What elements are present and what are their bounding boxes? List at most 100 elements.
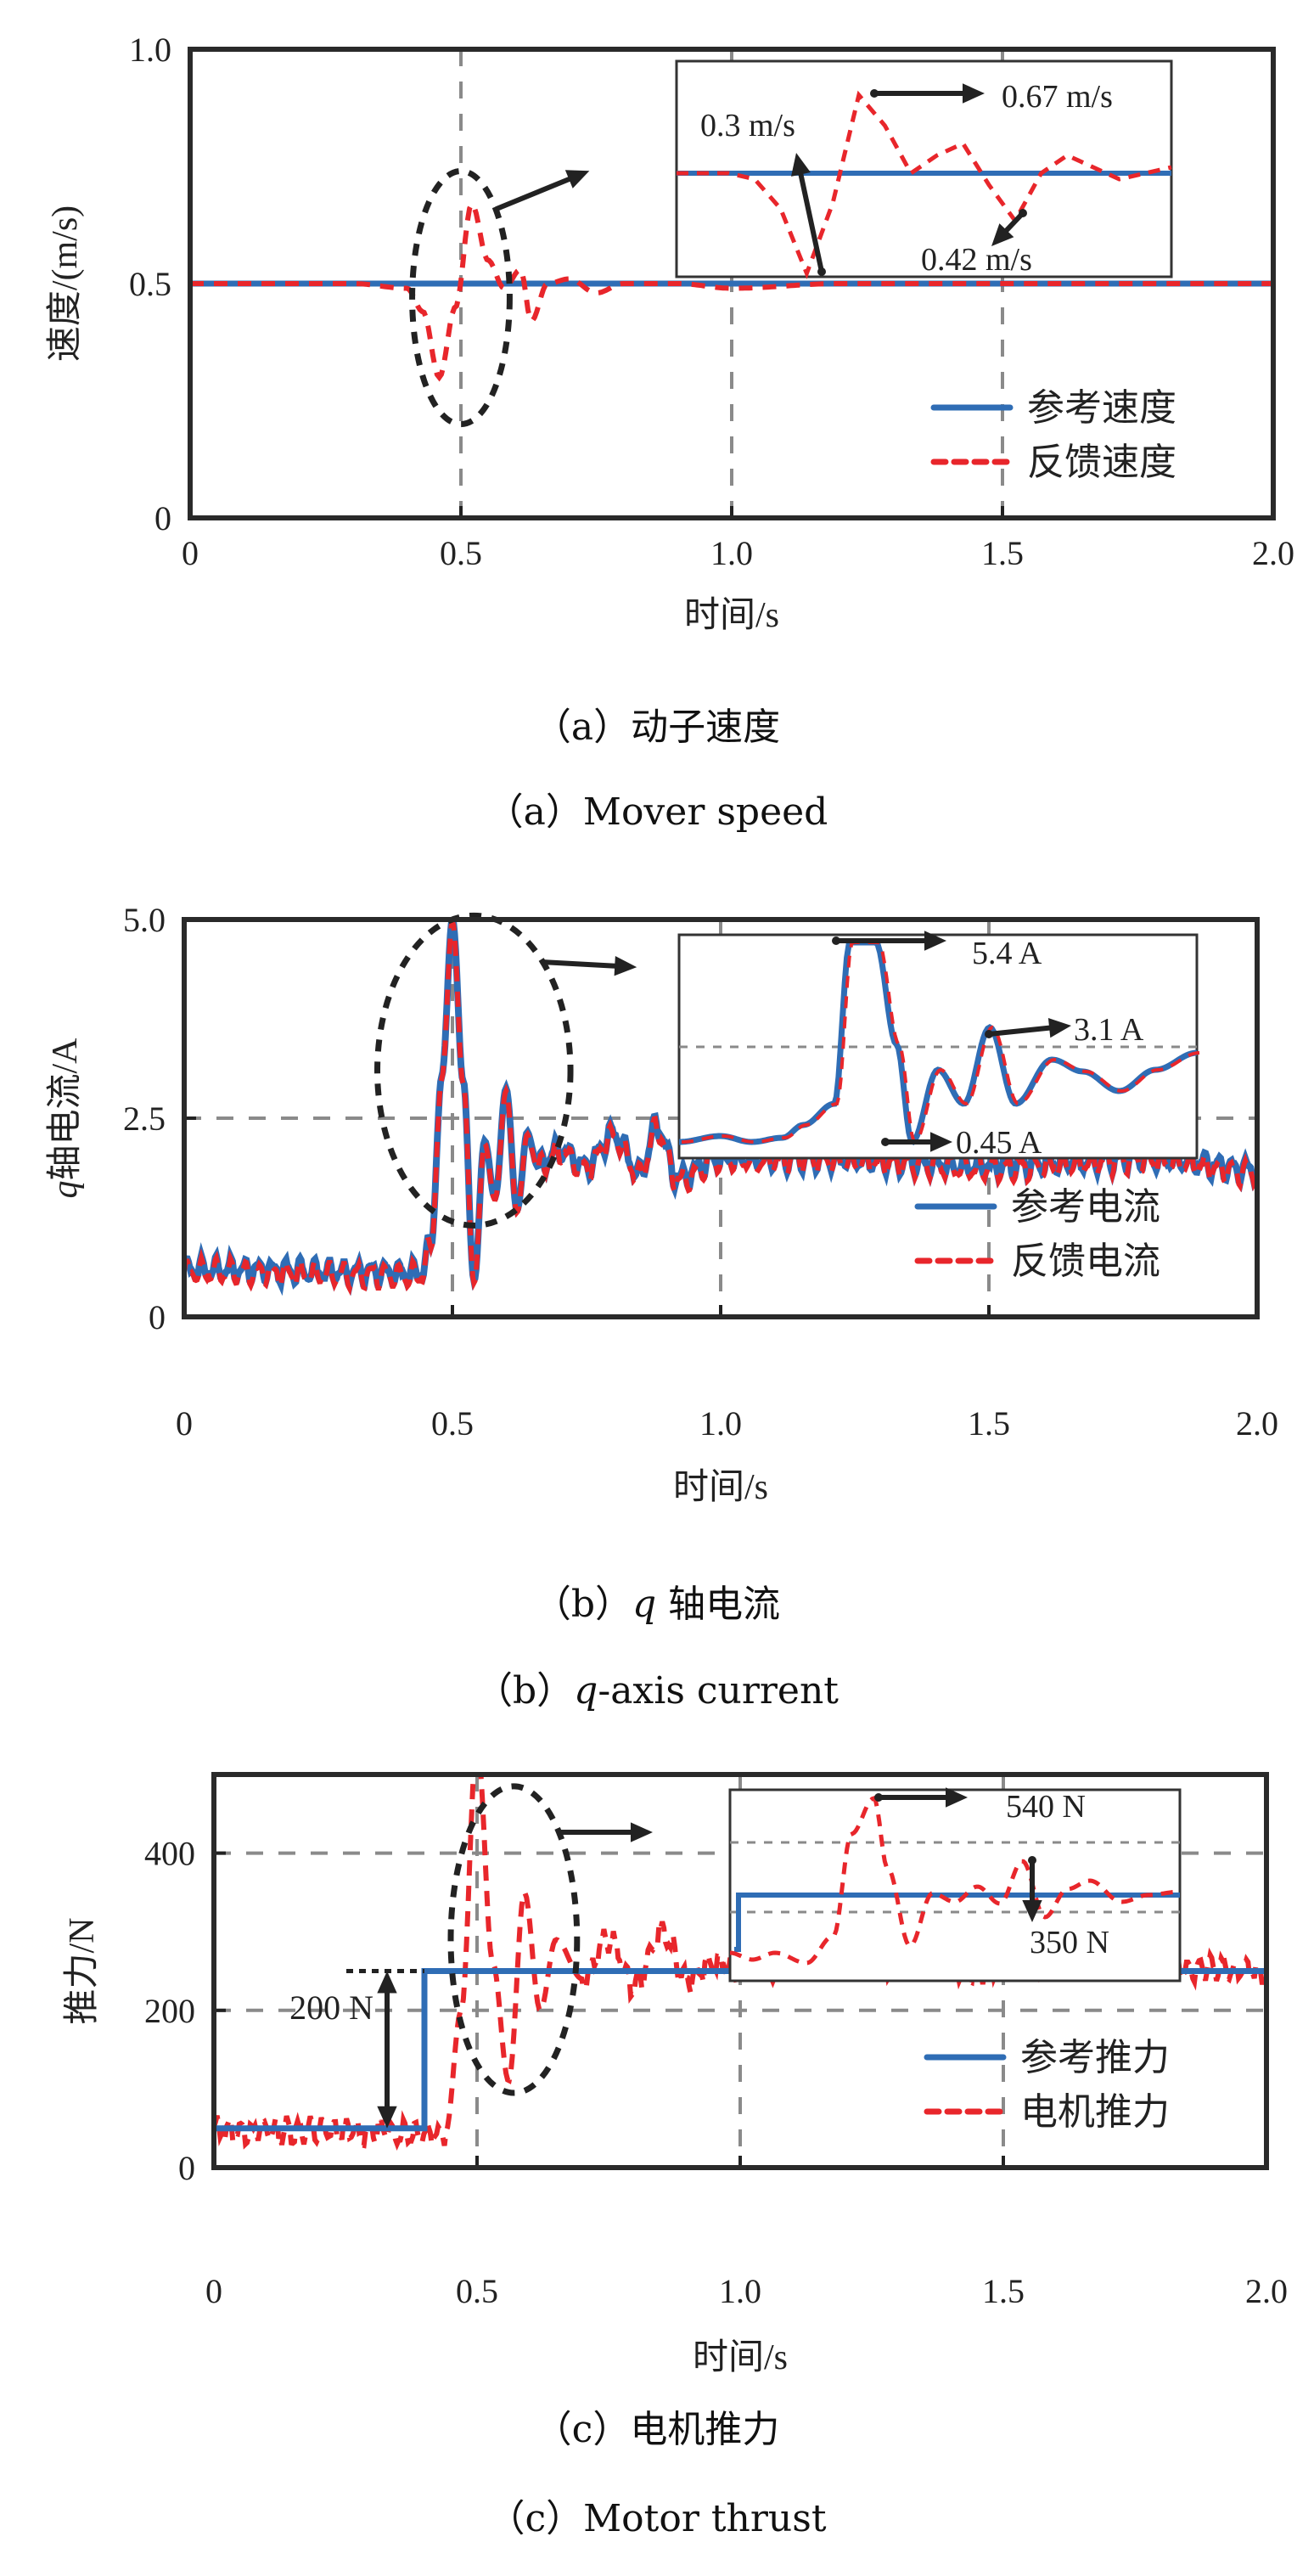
legend-label: 反馈电流: [1011, 1240, 1160, 1282]
step-arrow-up-head: [377, 1971, 397, 1994]
x-tick-label: 1.0: [719, 2272, 761, 2310]
annotation-arrow-0.45-head: [930, 1132, 952, 1152]
caption-b-en: （b）q-axis current: [0, 1660, 1314, 1714]
inset-reference: [734, 1893, 1180, 1952]
y-tick-label: 2.5: [123, 1100, 166, 1138]
legend-label: 参考速度: [1027, 387, 1176, 429]
caption-a-en: （a）Mover speed: [486, 790, 828, 834]
inset-feedback: [677, 90, 1172, 279]
y-tick-label: 5.0: [123, 901, 166, 939]
annotation-arrow-0.67-dot: [870, 89, 879, 98]
plot-area: [190, 199, 1273, 382]
caption-b-en-q: q: [574, 1669, 598, 1713]
x-tick-label: 0.5: [456, 2272, 498, 2310]
caption-b-cn-prefix: （b）: [533, 1583, 632, 1626]
x-tick-label: 1.0: [710, 534, 753, 572]
inset: 5.4 A 3.1 A 0.45 A: [677, 931, 1200, 1161]
caption-b-cn: （b）q 轴电流: [0, 1573, 1314, 1628]
legend-label: 反馈速度: [1027, 442, 1176, 483]
x-tick-label: 1.5: [981, 534, 1024, 572]
plot-frame: [188, 47, 1276, 520]
x-axis-label: 时间/s: [684, 596, 779, 635]
annotation-ellipse: [409, 168, 513, 428]
annotation-arrow-0.67-head: [963, 83, 985, 104]
plot-frame: [182, 917, 1260, 1319]
annotation-arrow-350-dot: [1028, 1856, 1036, 1865]
inset: 540 N 350 N: [728, 1787, 1182, 1983]
inset-frame: [728, 1788, 1182, 1983]
inset-frame: [675, 59, 1173, 278]
caption-b-en-prefix: （b）: [474, 1669, 575, 1713]
annotation-arrow-0.3-shaft: [797, 169, 824, 273]
annotation-arrow-0.42-head: [991, 223, 1014, 246]
step-label: 200 N: [289, 1988, 373, 2027]
annotation-arrow-540-head: [946, 1787, 968, 1808]
annotation-label: 0.67 m/s: [1002, 79, 1113, 115]
annotation-arrow-0.45-dot: [881, 1138, 890, 1146]
inset-feedback: [682, 941, 1200, 1145]
caption-b-cn-rest: 轴电流: [656, 1583, 781, 1626]
x-axis-label: 时间/s: [673, 1468, 768, 1507]
zoom-arrow-shaft: [543, 959, 620, 969]
series-feedback-current: [184, 920, 1257, 1296]
x-tick-label: 1.0: [699, 1404, 742, 1443]
annotation-arrow-0.3-head: [791, 153, 811, 177]
x-tick-label: 1.5: [982, 2272, 1025, 2310]
legend-label: 参考推力: [1020, 2037, 1170, 2078]
annotation-label: 3.1 A: [1074, 1012, 1144, 1048]
x-tick-label: 0: [205, 2272, 222, 2310]
zoom-arrow-head: [564, 170, 590, 188]
annotation-arrow-5.4-dot: [832, 936, 840, 945]
annotation-label: 350 N: [1030, 1925, 1109, 1960]
annotation-ellipse: [447, 1783, 581, 2096]
y-tick-label: 1.0: [129, 31, 171, 69]
x-tick-label: 0: [176, 1404, 193, 1443]
y-tick-label: 0: [154, 499, 171, 537]
annotation-arrow-5.4-head: [924, 931, 946, 951]
annotation-label: 0.42 m/s: [921, 242, 1032, 278]
annotation-arrow-0.3-dot: [817, 267, 826, 276]
x-tick-label: 0.5: [440, 534, 482, 572]
caption-b-cn-q: q: [632, 1583, 657, 1626]
caption-a-cn: （a）动子速度: [533, 706, 781, 749]
y-tick-label: 400: [144, 1835, 195, 1873]
caption-c-en: （c）Motor thrust: [487, 2497, 827, 2540]
annotation-arrow-3.1-head: [1047, 1018, 1071, 1038]
chart-a: 0 0.5 1.0 1.5 2.0 0 0.5 1.0 时间/s 速度/(m/s) 参考速度反馈速度…: [46, 31, 1294, 635]
annotation-arrow-3.1-dot: [985, 1030, 993, 1038]
annotation-label: 0.3 m/s: [700, 108, 795, 143]
legend-label: 电机推力: [1020, 2091, 1170, 2133]
inset: 0.3 m/s 0.67 m/s 0.42 m/s: [675, 59, 1173, 279]
y-tick-label: 200: [144, 1992, 195, 2030]
step-arrow-down-head: [377, 2106, 397, 2129]
caption-c-cn: （c）电机推力: [534, 2408, 780, 2451]
annotation-arrow-0.42-dot: [1019, 209, 1027, 217]
y-axis-label: 推力/N: [63, 1917, 102, 2024]
y-axis-label-q: q: [46, 1181, 85, 1199]
annotation-arrow-350-head: [1022, 1900, 1042, 1922]
y-axis-label-rest: 轴电流/A: [46, 1038, 85, 1181]
annotation-ellipse: [374, 912, 574, 1229]
y-tick-label: 0: [178, 2149, 195, 2187]
annotation-arrow-0.42-shaft: [1002, 211, 1025, 235]
zoom-arrow-head: [630, 1822, 653, 1842]
caption-b-en-rest: -axis current: [598, 1669, 839, 1713]
x-tick-label: 2.0: [1245, 2272, 1288, 2310]
y-axis-label: q轴电流/A: [46, 1038, 85, 1199]
zoom-arrow-head: [614, 955, 637, 976]
annotation-arrow-540-dot: [874, 1793, 883, 1802]
annotation-arrow-3.1-shaft: [988, 1025, 1054, 1037]
x-axis-label: 时间/s: [693, 2338, 788, 2377]
x-tick-label: 1.5: [968, 1404, 1010, 1443]
annotation-label: 5.4 A: [972, 936, 1042, 971]
x-tick-label: 2.0: [1252, 534, 1294, 572]
y-tick-label: 0: [149, 1298, 166, 1336]
plot-frame: [211, 1772, 1269, 2170]
legend-label: 参考电流: [1011, 1186, 1160, 1228]
